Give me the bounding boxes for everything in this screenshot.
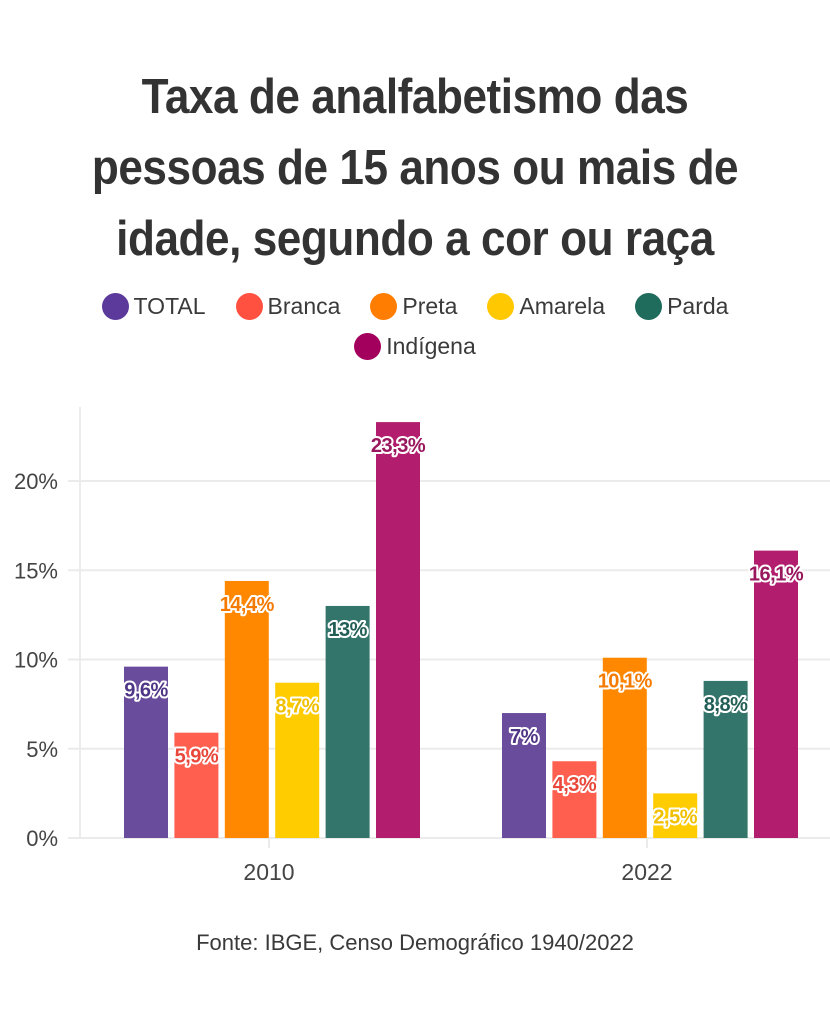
y-tick-label: 15% [14,558,58,583]
data-label: 2,5% [653,806,697,828]
data-label: 23,3% [371,435,426,457]
legend-dot-icon [101,292,129,320]
x-tick-label: 2010 [243,859,294,885]
bar-branca-2022 [552,761,597,838]
legend-label: Preta [402,292,458,319]
legend-label: Branca [267,292,341,319]
bar-indígena-2022 [754,550,798,838]
bar-amarela-2022 [653,793,698,838]
source-note: Fonte: IBGE, Censo Demográfico 1940/2022 [196,930,634,955]
legend-dot-icon [487,292,515,320]
data-label: 8,7% [275,696,319,718]
bar-amarela-2010 [275,682,320,838]
data-label: 16,1% [749,564,804,586]
data-label: 13% [328,619,367,641]
data-label: 10,1% [598,671,653,693]
legend-item-parda[interactable]: Parda [635,288,728,324]
legend-dot-icon [235,292,263,320]
legend-label: Parda [667,292,729,319]
title-line-3: idade, segundo a cor ou raça [116,212,714,266]
data-label: 4,3% [553,774,597,796]
data-label: 5,9% [175,746,219,768]
bar-indígena-2010 [376,422,420,838]
bar-parda-2022 [703,680,748,838]
bar-total-2010 [124,666,168,838]
data-label: 8,8% [704,694,748,716]
legend-label: Indígena [386,332,476,359]
bar-chart: 0% 5% 10% 15% 20% 2010 9,6% 5,9% 14,4% 8,7% 13% 23,… [14,407,830,885]
legend-label: TOTAL [133,292,206,319]
legend-item-preta[interactable]: Preta [370,288,457,324]
legend-dot-icon [370,292,398,320]
legend-item-amarela[interactable]: Amarela [487,288,605,324]
data-label: 9,6% [124,680,168,702]
bar-preta-2022 [602,657,647,838]
y-tick-label: 5% [26,737,58,762]
y-tick-label: 20% [14,469,58,494]
bar-total-2022 [502,713,546,838]
y-tick-label: 0% [26,826,58,851]
legend-dot-icon [635,292,663,320]
title-line-1: Taxa de analfabetismo das [141,70,689,124]
legend-item-branca[interactable]: Branca [235,288,341,324]
legend-item-indígena[interactable]: Indígena [354,328,476,364]
y-tick-label: 10% [14,648,58,673]
bar-parda-2010 [325,605,370,838]
chart-title: Taxa de analfabetismo das pessoas de 15 … [42,62,789,275]
bar-preta-2010 [224,580,269,838]
data-label: 14,4% [220,594,275,616]
bar-branca-2010 [174,732,219,838]
x-tick-label: 2022 [621,859,672,885]
legend-dot-icon [354,332,382,360]
legend-label: Amarela [519,292,606,319]
data-label: 7% [510,726,539,748]
legend-item-total[interactable]: TOTAL [101,288,206,324]
legend: TOTAL Branca Preta Amarela Parda Indígena [0,288,830,364]
title-line-2: pessoas de 15 anos ou mais de [91,141,739,195]
